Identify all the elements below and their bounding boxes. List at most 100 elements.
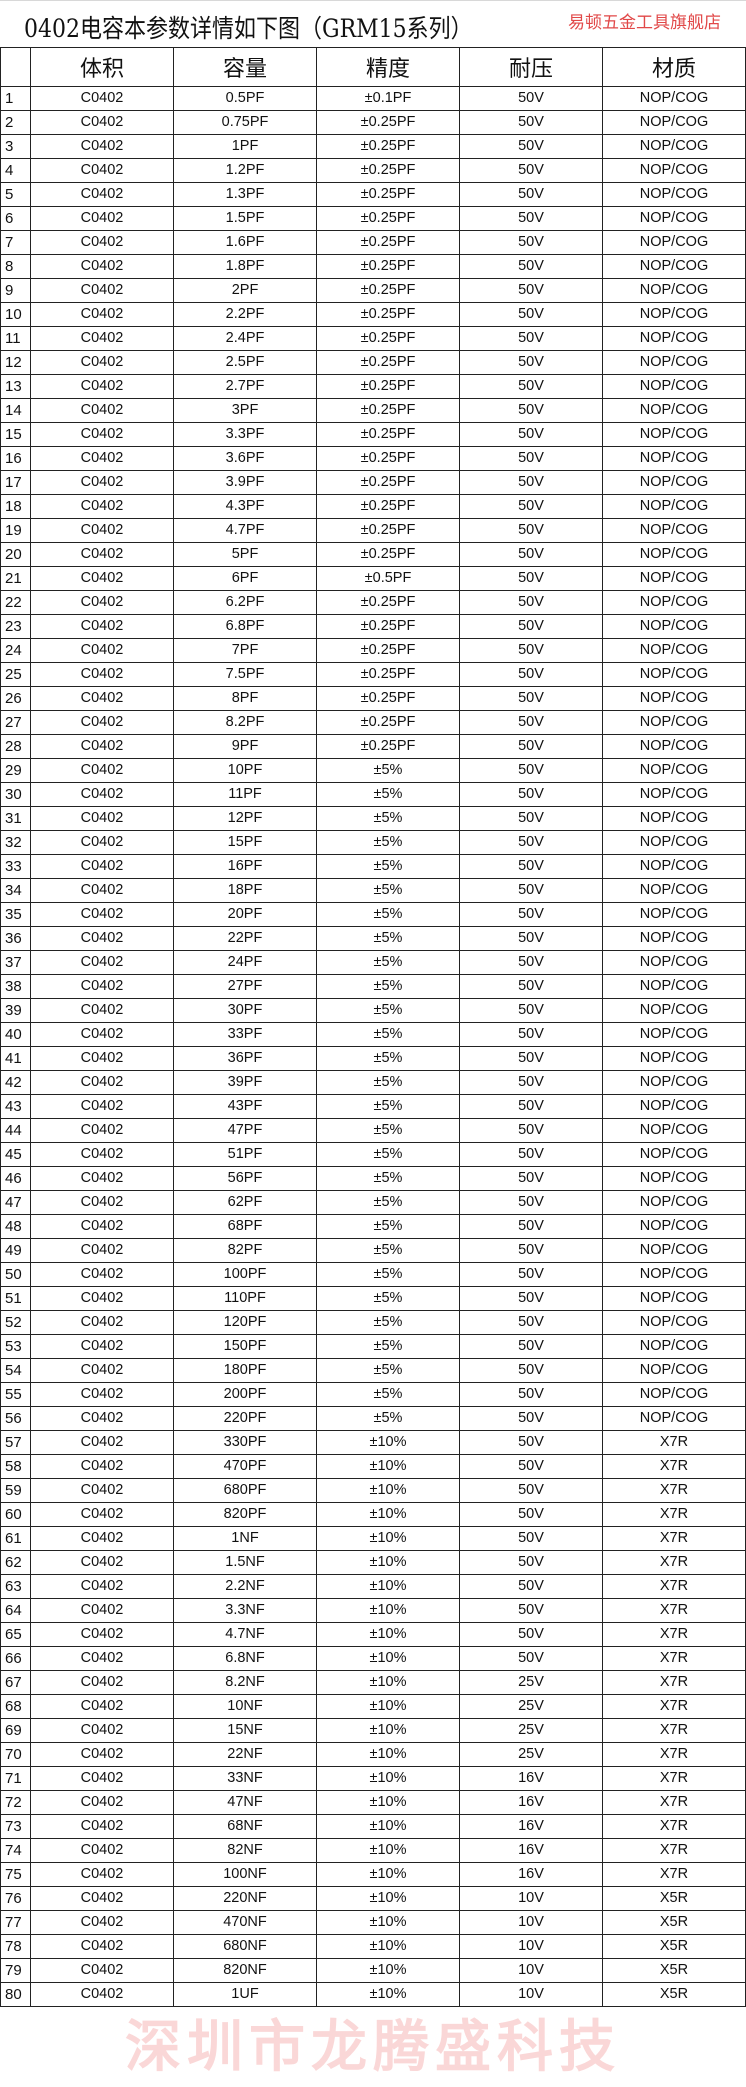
cell-material: X7R [602, 1454, 746, 1479]
cell-package: C0402 [30, 542, 174, 567]
cell-package: C0402 [30, 1094, 174, 1119]
header-package: 体积 [30, 47, 174, 87]
cell-capacitance: 220PF [173, 1406, 317, 1431]
cell-voltage: 16V [459, 1766, 603, 1791]
cell-material: NOP/COG [602, 902, 746, 927]
center-watermark: 深圳市龙腾盛科技 [125, 2015, 621, 2080]
cell-tolerance: ±0.5PF [316, 566, 460, 591]
cell-index: 74 [0, 1838, 31, 1863]
cell-voltage: 50V [459, 86, 603, 111]
table-row: 51 C0402 110PF ±5% 50V NOP/COG [0, 1286, 746, 1311]
cell-capacitance: 7.5PF [173, 662, 317, 687]
cell-capacitance: 22NF [173, 1742, 317, 1767]
cell-material: X7R [602, 1862, 746, 1887]
cell-package: C0402 [30, 230, 174, 255]
table-row: 42 C0402 39PF ±5% 50V NOP/COG [0, 1070, 746, 1095]
cell-tolerance: ±10% [316, 1862, 460, 1887]
cell-package: C0402 [30, 614, 174, 639]
table-row: 32 C0402 15PF ±5% 50V NOP/COG [0, 830, 746, 855]
table-row: 14 C0402 3PF ±0.25PF 50V NOP/COG [0, 398, 746, 423]
cell-index: 18 [0, 494, 31, 519]
cell-index: 44 [0, 1118, 31, 1143]
cell-package: C0402 [30, 782, 174, 807]
cell-capacitance: 2.2NF [173, 1574, 317, 1599]
cell-package: C0402 [30, 494, 174, 519]
cell-capacitance: 1.5NF [173, 1550, 317, 1575]
cell-material: NOP/COG [602, 1382, 746, 1407]
cell-index: 73 [0, 1814, 31, 1839]
table-row: 7 C0402 1.6PF ±0.25PF 50V NOP/COG [0, 230, 746, 255]
cell-capacitance: 2.5PF [173, 350, 317, 375]
table-row: 78 C0402 680NF ±10% 10V X5R [0, 1934, 746, 1959]
cell-capacitance: 3.9PF [173, 470, 317, 495]
table-row: 35 C0402 20PF ±5% 50V NOP/COG [0, 902, 746, 927]
cell-index: 61 [0, 1526, 31, 1551]
cell-capacitance: 220NF [173, 1886, 317, 1911]
cell-index: 66 [0, 1646, 31, 1671]
cell-material: NOP/COG [602, 1190, 746, 1215]
cell-material: NOP/COG [602, 1406, 746, 1431]
cell-package: C0402 [30, 590, 174, 615]
cell-package: C0402 [30, 1502, 174, 1527]
table-row: 9 C0402 2PF ±0.25PF 50V NOP/COG [0, 278, 746, 303]
cell-package: C0402 [30, 686, 174, 711]
cell-capacitance: 24PF [173, 950, 317, 975]
cell-voltage: 50V [459, 422, 603, 447]
table-row: 68 C0402 10NF ±10% 25V X7R [0, 1694, 746, 1719]
cell-voltage: 50V [459, 902, 603, 927]
cell-package: C0402 [30, 830, 174, 855]
cell-voltage: 50V [459, 326, 603, 351]
cell-package: C0402 [30, 1790, 174, 1815]
cell-index: 17 [0, 470, 31, 495]
cell-package: C0402 [30, 134, 174, 159]
cell-index: 28 [0, 734, 31, 759]
cell-tolerance: ±5% [316, 1166, 460, 1191]
cell-capacitance: 820NF [173, 1958, 317, 1983]
header-index [0, 47, 31, 87]
cell-material: NOP/COG [602, 326, 746, 351]
cell-index: 30 [0, 782, 31, 807]
cell-tolerance: ±10% [316, 1526, 460, 1551]
cell-tolerance: ±5% [316, 1094, 460, 1119]
cell-voltage: 50V [459, 302, 603, 327]
cell-package: C0402 [30, 1622, 174, 1647]
cell-voltage: 50V [459, 1646, 603, 1671]
cell-index: 46 [0, 1166, 31, 1191]
cell-material: NOP/COG [602, 494, 746, 519]
cell-capacitance: 12PF [173, 806, 317, 831]
cell-tolerance: ±10% [316, 1718, 460, 1743]
cell-material: NOP/COG [602, 926, 746, 951]
cell-tolerance: ±5% [316, 1190, 460, 1215]
cell-material: X7R [602, 1694, 746, 1719]
cell-tolerance: ±5% [316, 1142, 460, 1167]
cell-voltage: 50V [459, 1262, 603, 1287]
cell-capacitance: 1.3PF [173, 182, 317, 207]
table-row: 15 C0402 3.3PF ±0.25PF 50V NOP/COG [0, 422, 746, 447]
table-row: 5 C0402 1.3PF ±0.25PF 50V NOP/COG [0, 182, 746, 207]
table-row: 38 C0402 27PF ±5% 50V NOP/COG [0, 974, 746, 999]
cell-index: 33 [0, 854, 31, 879]
cell-tolerance: ±5% [316, 974, 460, 999]
cell-capacitance: 3.3PF [173, 422, 317, 447]
cell-material: X5R [602, 1958, 746, 1983]
cell-tolerance: ±0.25PF [316, 494, 460, 519]
cell-material: NOP/COG [602, 182, 746, 207]
cell-tolerance: ±10% [316, 1694, 460, 1719]
cell-package: C0402 [30, 854, 174, 879]
cell-tolerance: ±10% [316, 1550, 460, 1575]
cell-voltage: 10V [459, 1958, 603, 1983]
cell-capacitance: 8.2NF [173, 1670, 317, 1695]
cell-material: NOP/COG [602, 782, 746, 807]
cell-voltage: 50V [459, 1118, 603, 1143]
cell-tolerance: ±10% [316, 1502, 460, 1527]
table-body: 1 C0402 0.5PF ±0.1PF 50V NOP/COG 2 C0402 0.75PF ±… [0, 86, 746, 2007]
cell-package: C0402 [30, 1598, 174, 1623]
cell-voltage: 50V [459, 854, 603, 879]
cell-index: 29 [0, 758, 31, 783]
cell-package: C0402 [30, 1646, 174, 1671]
cell-tolerance: ±10% [316, 1574, 460, 1599]
cell-package: C0402 [30, 206, 174, 231]
cell-index: 63 [0, 1574, 31, 1599]
cell-package: C0402 [30, 1310, 174, 1335]
table-row: 77 C0402 470NF ±10% 10V X5R [0, 1910, 746, 1935]
